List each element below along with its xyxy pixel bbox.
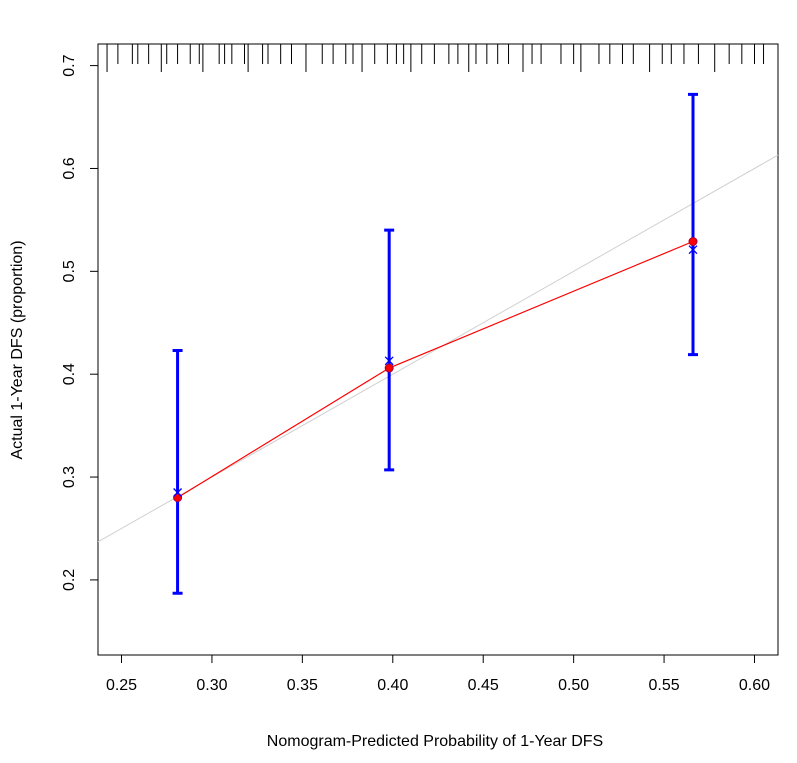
x-tick-label: 0.50 [558,677,589,694]
x-tick-label: 0.40 [377,677,408,694]
x-axis-title: Nomogram-Predicted Probability of 1-Year… [267,733,603,750]
observed-point [173,493,183,503]
bias-corrected-point [384,356,394,366]
error-bar [688,92,698,357]
x-tick-label: 0.60 [739,677,770,694]
x-tick-label: 0.35 [287,677,318,694]
observed-point [384,363,394,373]
y-tick-label: 0.4 [61,363,78,385]
y-tick-label: 0.7 [61,54,78,76]
x-tick-label: 0.30 [196,677,227,694]
error-bar [384,228,395,472]
calibration-line [177,240,694,499]
y-tick-label: 0.3 [61,466,78,488]
bias-corrected-point [688,245,698,255]
y-tick-label: 0.2 [61,569,78,591]
y-axis-title: Actual 1-Year DFS (proportion) [9,240,26,459]
x-tick-label: 0.45 [468,677,499,694]
y-tick-label: 0.5 [61,260,78,282]
observed-point [688,236,698,246]
error-bar [172,349,183,595]
y-tick-label: 0.6 [61,157,78,179]
bias-corrected-point [173,488,183,497]
x-tick-label: 0.55 [648,677,679,694]
plot-frame [97,43,779,656]
x-tick-label: 0.25 [106,677,137,694]
